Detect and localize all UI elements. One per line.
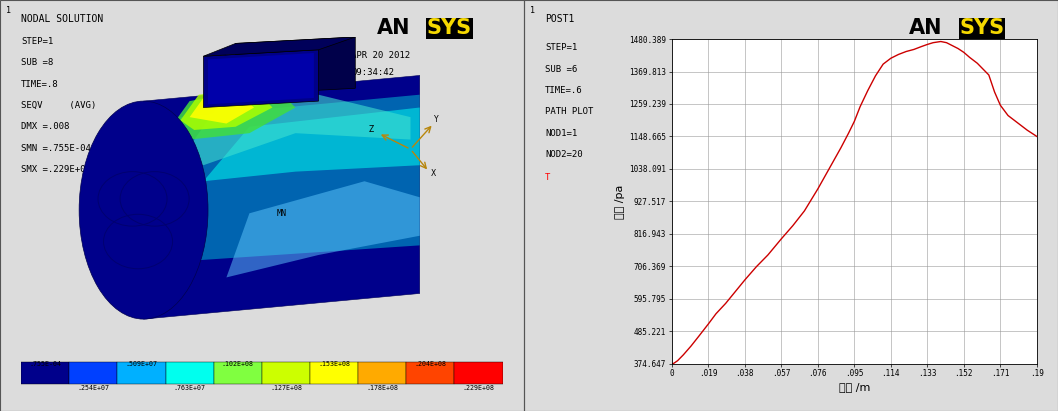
Text: APR 20 2012: APR 20 2012: [881, 51, 941, 60]
Text: AN: AN: [377, 18, 411, 39]
Text: TIME=.8: TIME=.8: [21, 80, 58, 89]
X-axis label: 距离 /m: 距离 /m: [839, 383, 870, 393]
Text: .229E+08: .229E+08: [462, 385, 494, 391]
Text: SYS: SYS: [960, 18, 1004, 39]
Text: Z: Z: [369, 125, 375, 134]
Polygon shape: [189, 92, 254, 124]
Text: SEQV     (AVG): SEQV (AVG): [21, 101, 96, 110]
Polygon shape: [226, 181, 420, 277]
Text: PATH PLOT: PATH PLOT: [545, 107, 594, 116]
Text: .178E+08: .178E+08: [366, 385, 398, 391]
Text: POST1: POST1: [545, 14, 574, 24]
Y-axis label: 压强 /pa: 压强 /pa: [615, 184, 625, 219]
Text: X: X: [431, 169, 436, 178]
Text: APR 20 2012: APR 20 2012: [351, 51, 411, 60]
Polygon shape: [208, 53, 314, 104]
Text: 09:34:42: 09:34:42: [351, 68, 394, 77]
Polygon shape: [180, 88, 273, 130]
Text: .755E-04: .755E-04: [30, 361, 61, 367]
Bar: [262, 362, 310, 384]
Polygon shape: [171, 85, 295, 140]
Polygon shape: [203, 108, 420, 181]
Polygon shape: [203, 37, 355, 56]
Bar: [455, 362, 503, 384]
Text: NOD1=1: NOD1=1: [545, 129, 578, 138]
Text: SMN =.755E-04: SMN =.755E-04: [21, 144, 91, 153]
Bar: [214, 362, 262, 384]
Text: Y: Y: [434, 115, 438, 124]
Polygon shape: [144, 76, 420, 319]
Bar: [406, 362, 455, 384]
Bar: [165, 362, 214, 384]
Bar: [70, 362, 117, 384]
Text: SMX =.229E+08: SMX =.229E+08: [21, 165, 91, 174]
Text: MN: MN: [276, 209, 287, 218]
Text: NODAL SOLUTION: NODAL SOLUTION: [21, 14, 104, 24]
Text: 1: 1: [530, 6, 535, 15]
Text: NOD2=20: NOD2=20: [545, 150, 583, 159]
Polygon shape: [180, 95, 411, 165]
Bar: [21, 362, 70, 384]
Text: SYS: SYS: [426, 18, 472, 39]
Bar: [117, 362, 165, 384]
Text: 09:40:28: 09:40:28: [881, 68, 925, 77]
Text: TIME=.6: TIME=.6: [545, 86, 583, 95]
Text: .254E+07: .254E+07: [77, 385, 109, 391]
Text: AN: AN: [909, 18, 942, 39]
Text: STEP=1: STEP=1: [21, 37, 53, 46]
Text: STEP=1: STEP=1: [545, 43, 578, 52]
Text: .102E+08: .102E+08: [222, 361, 254, 367]
Text: SUB =8: SUB =8: [21, 58, 53, 67]
Text: .204E+08: .204E+08: [415, 361, 446, 367]
Polygon shape: [180, 95, 420, 261]
Bar: [310, 362, 358, 384]
Text: .153E+08: .153E+08: [318, 361, 350, 367]
Text: 1: 1: [6, 6, 12, 15]
Text: T: T: [545, 173, 550, 182]
Text: .127E+08: .127E+08: [270, 385, 302, 391]
Polygon shape: [203, 50, 318, 108]
Text: SUB =6: SUB =6: [545, 65, 578, 74]
Text: .763E+07: .763E+07: [174, 385, 205, 391]
Bar: [358, 362, 406, 384]
Text: DMX =.008: DMX =.008: [21, 122, 70, 132]
Polygon shape: [236, 37, 355, 95]
Ellipse shape: [79, 101, 208, 319]
Text: .509E+07: .509E+07: [126, 361, 158, 367]
